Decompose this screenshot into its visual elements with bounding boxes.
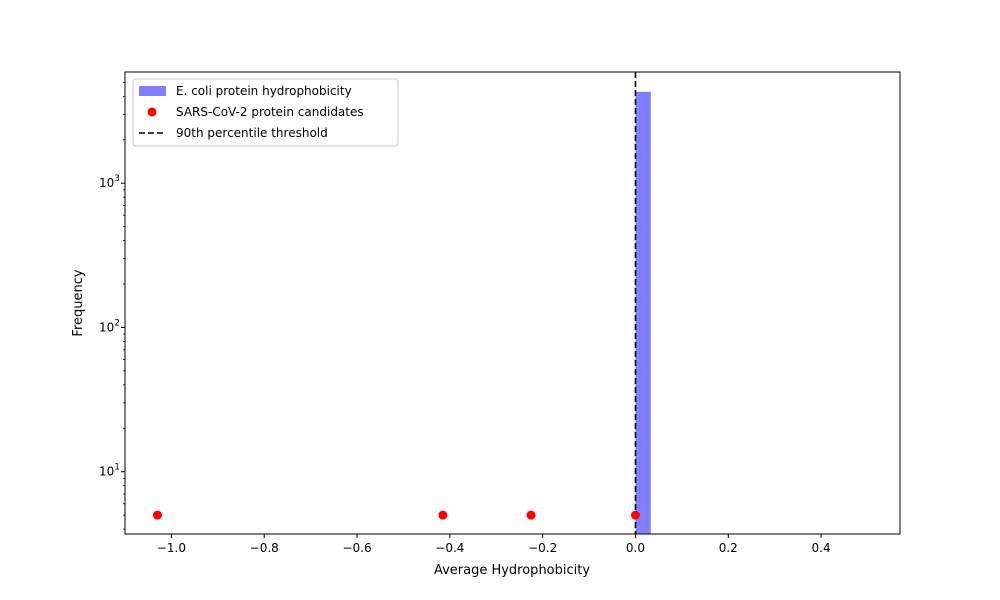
x-axis-label: Average Hydrophobicity — [434, 563, 590, 578]
legend-entry-label: 90th percentile threshold — [176, 126, 328, 140]
scatter-point — [438, 510, 448, 520]
scatter-point — [152, 510, 162, 520]
x-tick-label: −0.8 — [250, 541, 279, 555]
x-tick-label: 0.0 — [626, 541, 645, 555]
legend-swatch-histogram — [139, 86, 166, 96]
x-tick-label: 0.4 — [812, 541, 831, 555]
y-axis-label: Frequency — [71, 269, 86, 336]
x-tick-label: −0.2 — [528, 541, 557, 555]
y-tick-label: 103 — [99, 174, 120, 190]
x-tick-label: 0.2 — [719, 541, 738, 555]
x-axis: −1.0 −0.8 −0.6 −0.4 −0.2 0.0 0.2 0.4 — [157, 534, 831, 555]
x-tick-label: −0.6 — [342, 541, 371, 555]
y-tick-label: 102 — [99, 318, 120, 334]
legend-entry-label: E. coli protein hydrophobicity — [176, 84, 352, 98]
scatter-point — [630, 510, 640, 520]
scatter-point — [526, 510, 536, 520]
x-tick-label: −0.4 — [435, 541, 464, 555]
y-tick-label: 101 — [99, 463, 120, 479]
x-tick-label: −1.0 — [157, 541, 186, 555]
legend: E. coli protein hydrophobicity SARS-CoV-2… — [132, 78, 399, 147]
legend-frame — [132, 78, 399, 147]
legend-entry-label: SARS-CoV-2 protein candidates — [176, 105, 364, 119]
axes-frame — [124, 71, 901, 535]
legend-swatch-scatter — [147, 107, 157, 117]
histogram-bar — [635, 91, 651, 535]
y-axis: 101 102 103 — [99, 81, 125, 530]
chart-marks — [152, 72, 651, 535]
